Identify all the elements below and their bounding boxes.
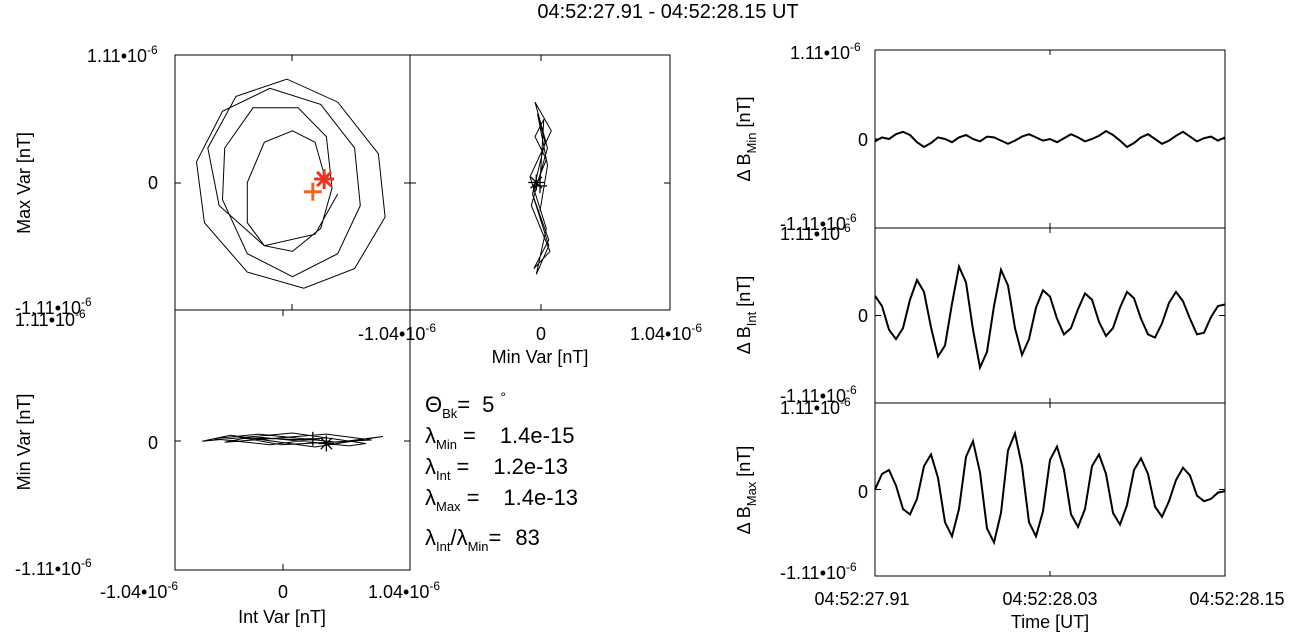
axis-tick-marks <box>175 50 1225 576</box>
asterisk-marker <box>314 169 335 190</box>
time-tick-end: 04:52:28.15 <box>1189 589 1284 609</box>
hodogram-max-min-markers <box>528 174 547 193</box>
variance-parameters: ΘBk= 5 ° λMin = 1.4e-15 λInt = 1.2e-13 λMax = 1.… <box>425 389 578 554</box>
ts-min-tick-bottom: -1.11•10-6 <box>780 211 857 234</box>
hodogram-min-int-ylabel: Min Var [nT] <box>14 394 34 491</box>
hodogram-max-int-frame <box>174 54 411 311</box>
x-tick-int-right: 1.04•10-6 <box>368 579 440 602</box>
ts-int-tick-zero: 0 <box>858 306 868 326</box>
hodogram-min-int-xlabel: Int Var [nT] <box>238 607 326 627</box>
param-lambda-int: λInt = 1.2e-13 <box>425 454 568 483</box>
asterisk-marker <box>528 174 545 191</box>
y-tick-max-zero: 0 <box>148 173 158 193</box>
ts-min-tick-zero: 0 <box>858 130 868 150</box>
ts-int-tick-bottom: -1.11•10-6 <box>780 383 857 406</box>
timeseries-min-panel: 1.11•10-6 0 -1.11•10-6 Δ BMin [nT] <box>734 40 1226 234</box>
param-lambda-ratio: λInt/λMin= 83 <box>425 525 540 554</box>
timeseries-int-trace <box>874 263 1226 371</box>
asterisk-marker-stroke <box>316 170 333 188</box>
ts-int-tick-top: 1.11•10-6 <box>780 221 851 244</box>
param-theta-bk: ΘBk= 5 ° <box>425 389 506 421</box>
asterisk-marker-stroke <box>320 437 333 450</box>
param-lambda-max: λMax = 1.4e-13 <box>425 485 578 514</box>
time-tick-mid: 04:52:28.03 <box>1002 589 1097 609</box>
x-tick-min-right: 1.04•10-6 <box>630 321 702 344</box>
y-tick-max-bottom: -1.11•10-6 <box>15 295 92 318</box>
hodogram-min-int-trace <box>201 432 383 448</box>
x-tick-int-left: -1.04•10-6 <box>100 579 178 602</box>
timeseries-xlabel: Time [UT] <box>1011 612 1089 632</box>
time-tick-start: 04:52:27.91 <box>814 589 909 609</box>
ts-max-ylabel: Δ BMax [nT] <box>734 446 759 535</box>
timeseries-max-trace <box>874 430 1226 546</box>
plus-marker <box>303 182 322 201</box>
hodogram-max-min-xlabel: Min Var [nT] <box>492 347 589 367</box>
timeseries-min-trace <box>874 129 1226 149</box>
hodogram-max-int-trace <box>195 78 386 289</box>
plus-marker <box>533 178 547 193</box>
param-lambda-min: λMin = 1.4e-15 <box>425 423 574 452</box>
x-tick-min-left: -1.04•10-6 <box>358 321 436 344</box>
hodogram-max-int: 1.11•10-6 0 -1.11•10-6 1.11•10-6 Max Var… <box>14 43 411 330</box>
timeseries-int-panel: 1.11•10-6 0 -1.11•10-6 Δ BInt [nT] <box>734 221 1226 406</box>
y-tick-min-zero: 0 <box>148 433 158 453</box>
y-tick-max-top: 1.11•10-6 <box>87 43 158 66</box>
hodogram-max-int-ylabel: Max Var [nT] <box>14 132 34 234</box>
ts-int-ylabel: Δ BInt [nT] <box>734 276 759 355</box>
timeseries-int-frame <box>874 227 1226 404</box>
timeseries-max-panel: 1.11•10-6 0 -1.11•10-6 Δ BMax [nT] 04:52… <box>734 395 1285 632</box>
y-tick-min-top-overlap: 1.11•10-6 <box>15 307 86 330</box>
ts-min-ylabel: Δ BMin [nT] <box>734 96 759 181</box>
x-tick-min-zero: 0 <box>536 324 546 344</box>
hodogram-min-int-markers <box>305 431 335 452</box>
ts-max-tick-bottom: -1.11•10-6 <box>780 560 857 583</box>
hodogram-max-min-trace <box>529 101 552 275</box>
y-tick-min-bottom: -1.11•10-6 <box>15 556 92 579</box>
ts-max-tick-zero: 0 <box>858 482 868 502</box>
x-tick-int-zero: 0 <box>278 582 288 602</box>
asterisk-marker-stroke <box>530 176 543 189</box>
asterisk-marker <box>318 435 335 452</box>
plus-marker <box>305 431 320 446</box>
ts-min-tick-top: 1.11•10-6 <box>790 40 861 63</box>
hodogram-max-int-markers <box>303 169 335 201</box>
figure-title: 04:52:27.91 - 04:52:28.15 UT <box>537 1 798 23</box>
ts-max-tick-top: 1.11•10-6 <box>780 395 851 418</box>
hodogram-min-int: 0 -1.11•10-6 -1.04•10-6 0 1.04•10-6 Int … <box>14 309 440 627</box>
